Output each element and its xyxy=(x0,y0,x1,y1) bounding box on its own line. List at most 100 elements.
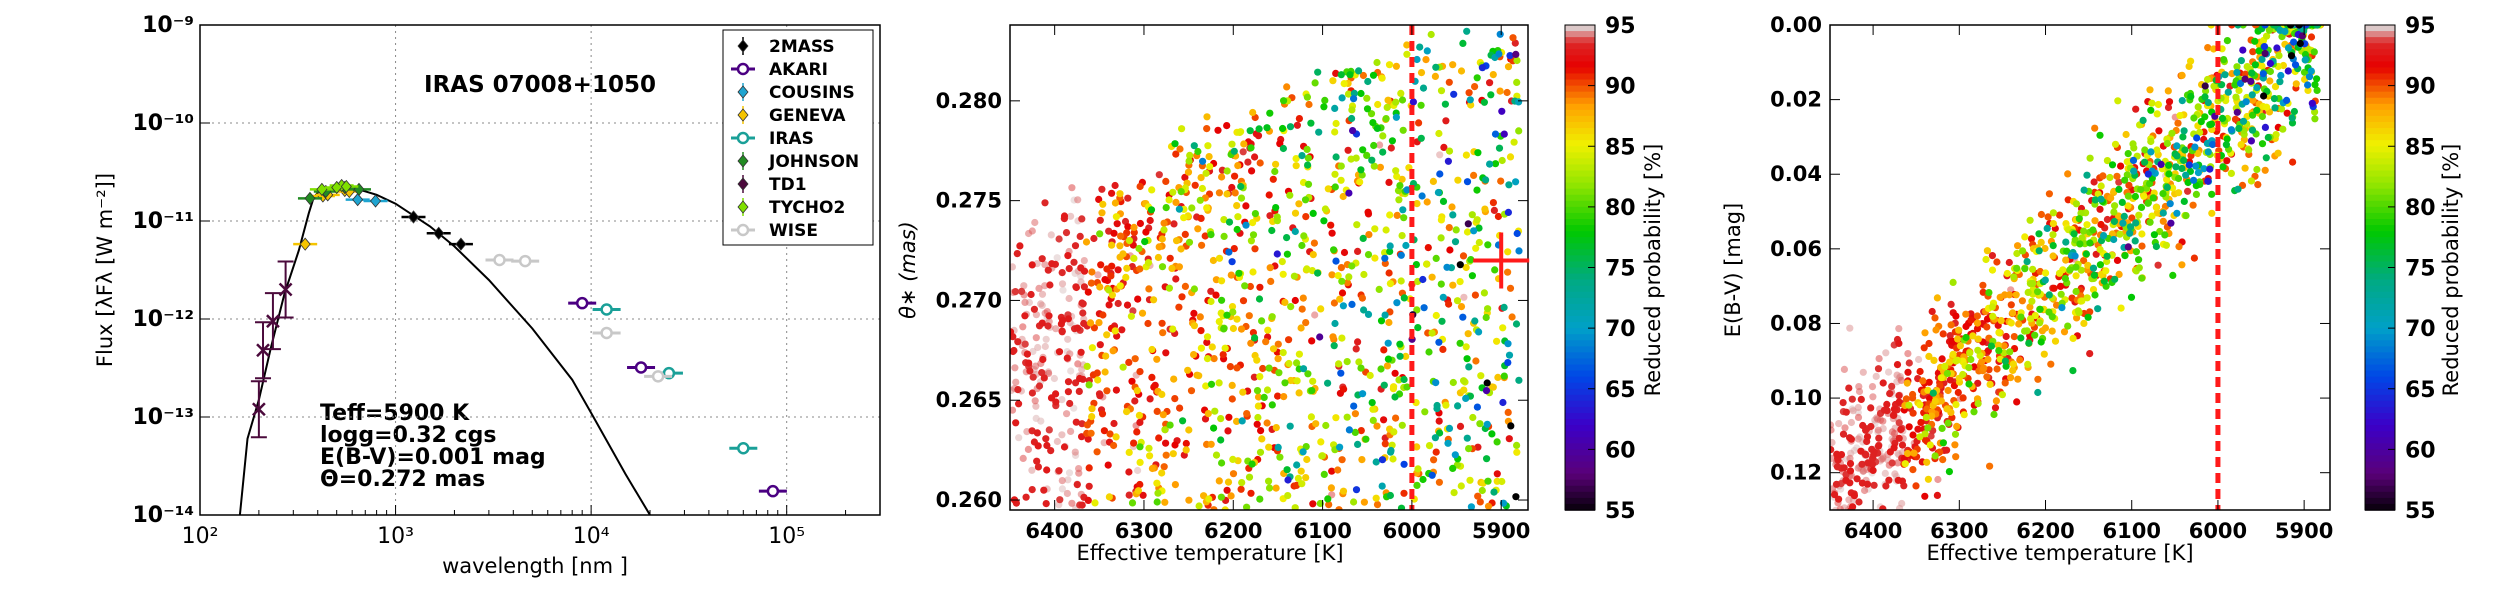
colorbar-segment xyxy=(1565,188,1595,196)
scatter-point xyxy=(2163,183,2171,191)
scatter-point xyxy=(2284,67,2292,75)
scatter-point xyxy=(1205,153,1213,161)
scatter-point xyxy=(1359,234,1367,242)
scatter-point xyxy=(1915,355,1923,364)
scatter-point xyxy=(1868,383,1877,391)
scatter-point xyxy=(2313,86,2321,94)
scatter-point xyxy=(2047,360,2055,368)
scatter-point xyxy=(1129,307,1137,315)
scatter-point xyxy=(1077,348,1085,356)
colorbar-tick-label: 55 xyxy=(2405,499,2436,524)
scatter-point xyxy=(1391,369,1399,377)
scatter-point xyxy=(1118,326,1126,334)
scatter-point xyxy=(1493,470,1501,478)
scatter-point xyxy=(1148,373,1156,381)
scatter-point xyxy=(1398,96,1407,104)
scatter-point xyxy=(1295,389,1303,397)
sed-annotation: logg=0.32 cgs xyxy=(320,423,496,448)
scatter-point xyxy=(1471,291,1479,299)
scatter-point xyxy=(1071,448,1079,456)
scatter-point xyxy=(2026,216,2034,224)
colorbar-tick-label: 70 xyxy=(2405,317,2436,342)
scatter-point xyxy=(1364,77,1372,86)
scatter-point xyxy=(1307,119,1315,127)
scatter-point xyxy=(2049,252,2057,260)
scatter-point xyxy=(1215,318,1223,326)
scatter-point xyxy=(1310,239,1318,247)
scatter-point xyxy=(2007,301,2015,309)
scatter-point xyxy=(2288,114,2296,122)
scatter-point xyxy=(2236,79,2245,88)
scatter-point xyxy=(1830,556,1837,563)
scatter-point xyxy=(1472,357,1480,365)
scatter-point xyxy=(1338,456,1346,464)
scatter-point xyxy=(1846,454,1854,462)
scatter-point xyxy=(1223,311,1231,319)
scatter-point xyxy=(1970,408,1978,416)
scatter-point xyxy=(1484,502,1493,510)
scatter-point xyxy=(1098,209,1106,217)
scatter-point xyxy=(2001,357,2009,365)
scatter-point xyxy=(1988,303,1996,311)
scatter-point xyxy=(1224,478,1233,486)
scatter-point xyxy=(1465,445,1473,453)
scatter-point xyxy=(1068,499,1076,507)
data-point xyxy=(455,237,467,251)
scatter-point xyxy=(1396,352,1404,360)
colorbar-segment xyxy=(1565,437,1595,445)
scatter-point xyxy=(2180,156,2188,164)
scatter-point xyxy=(1967,355,1975,364)
scatter-point xyxy=(1072,418,1080,426)
scatter-point xyxy=(1969,332,1977,340)
scatter-point xyxy=(2219,163,2227,171)
scatter-point xyxy=(2156,227,2164,236)
scatter-point xyxy=(1953,422,1961,430)
scatter-point xyxy=(1504,340,1512,348)
scatter-point xyxy=(2036,267,2044,276)
scatter-point xyxy=(1065,294,1073,303)
scatter-point xyxy=(1830,438,1836,447)
scatter-point xyxy=(2311,115,2319,123)
scatter-point xyxy=(2103,252,2111,260)
scatter-point xyxy=(1965,364,1973,372)
scatter-point xyxy=(1150,296,1158,304)
scatter-point xyxy=(1055,467,1063,475)
scatter-point xyxy=(1917,418,1925,427)
scatter-point xyxy=(1172,275,1180,283)
scatter-point xyxy=(2242,98,2250,106)
scatter-point xyxy=(1400,489,1408,497)
scatter-point xyxy=(2100,232,2108,240)
scatter-point xyxy=(1902,395,1910,403)
scatter-point xyxy=(1298,152,1306,160)
scatter-point xyxy=(1058,477,1066,485)
scatter-point xyxy=(1504,208,1512,216)
scatter-point xyxy=(1419,84,1428,92)
scatter-point xyxy=(1171,441,1179,449)
scatter-point xyxy=(2146,86,2154,94)
scatter-point xyxy=(1253,420,1261,428)
colorbar-segment xyxy=(1565,309,1595,317)
scatter-point xyxy=(2057,290,2065,298)
scatter-point xyxy=(1396,182,1404,190)
scatter-point xyxy=(1234,213,1242,221)
scatter-point xyxy=(2062,238,2070,246)
colorbar-segment xyxy=(2365,97,2395,105)
scatter-point xyxy=(1378,74,1386,82)
scatter-point xyxy=(1251,245,1259,253)
colorbar-segment xyxy=(2365,291,2395,299)
scatter-point xyxy=(1368,399,1376,407)
scatter-point xyxy=(1513,56,1521,65)
scatter-point xyxy=(1945,468,1953,476)
scatter-point xyxy=(1857,447,1865,455)
scatter-point xyxy=(1380,416,1388,424)
scatter-point xyxy=(1444,157,1452,165)
scatter-point xyxy=(1460,293,1468,301)
scatter-point xyxy=(1086,319,1095,327)
scatter-point xyxy=(2169,271,2177,279)
colorbar-segment xyxy=(2365,146,2395,154)
scatter-point xyxy=(1148,464,1156,473)
scatter-point xyxy=(1078,215,1086,223)
scatter-point xyxy=(1076,374,1084,383)
colorbar-segment xyxy=(2365,485,2395,493)
scatter-point xyxy=(1064,476,1072,484)
